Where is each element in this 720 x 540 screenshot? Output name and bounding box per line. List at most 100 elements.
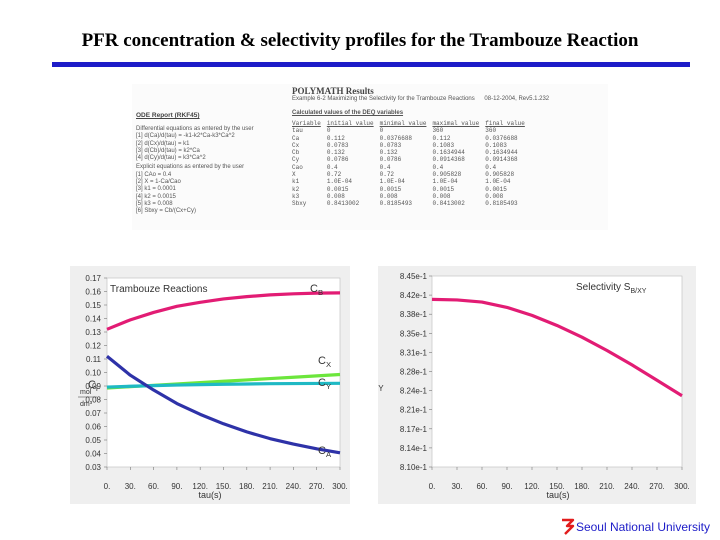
equation-list: Differential equations as entered by the…: [136, 124, 286, 216]
table-cell: 0.72: [379, 171, 395, 179]
diff-eq: [3] d(Cb)/d(tau) = k2*Ca: [136, 147, 200, 154]
x-tick-label: 300.: [332, 482, 348, 491]
y-tick-label: 0.13: [85, 328, 101, 337]
y-tick-label: 0.15: [85, 301, 101, 310]
explicit-eq: [2] X = 1-Ca/Cao: [136, 179, 181, 186]
explicit-eq: [5] k3 = 0.008: [136, 200, 173, 207]
report-meta: 08-12-2004, Rev5.1.232: [484, 96, 550, 102]
table-row: Cb 0.132 0.132 0.1634944 0.1634944: [292, 149, 531, 156]
table-cell: Ca: [292, 134, 300, 142]
y-tick-label: 0.04: [85, 450, 101, 459]
plot-area: [106, 277, 341, 468]
x-tick-label: 180.: [239, 482, 255, 491]
table-cell: 0.008: [379, 192, 398, 200]
x-tick-label: 0.: [104, 482, 111, 491]
chart-title: Trambouze Reactions: [110, 284, 207, 295]
table-cell: 0.8185493: [379, 200, 413, 208]
selectivity-chart: 8.10e-1 8.14e-1 8.17e-1 8.21e-1 8.24e-1 8.28e…: [378, 266, 696, 504]
y-axis-unit-den: dm³: [80, 401, 93, 408]
table-cell: 360: [432, 127, 444, 135]
x-tick-label: 210.: [599, 482, 615, 491]
y-tick-label: 8.31e-1: [400, 348, 428, 357]
y-tick-label: 0.08: [85, 396, 101, 405]
table-cell: Cx: [292, 141, 300, 149]
table-cell: 0.0376688: [379, 134, 413, 142]
report-header: POLYMATH Results: [292, 86, 374, 96]
y-tick-label: 8.21e-1: [400, 406, 428, 415]
table-cell: 0.0786: [379, 156, 402, 164]
table-row: Sbxy 0.8413002 0.8185493 0.8413002 0.8185493: [292, 200, 531, 207]
table-cell: 0.4: [379, 163, 391, 171]
table-cell: 0.0015: [432, 185, 455, 193]
y-tick-label: 8.45e-1: [400, 272, 428, 281]
y-tick-label: 0.17: [85, 274, 101, 283]
explicit-eq-title: Explicit equations as entered by the use…: [136, 164, 245, 171]
x-tick-label: 210.: [262, 482, 278, 491]
x-axis-label: tau(s): [546, 490, 569, 500]
table-cell: 0.0015: [485, 185, 507, 193]
table-cell: 0.8413002: [432, 200, 465, 208]
table-cell: 0.8185493: [485, 200, 518, 208]
table-row: k1 1.0E-04 1.0E-04 1.0E-04 1.0E-04: [292, 178, 531, 185]
explicit-eq: [6] Sbxy = Cb/(Cx+Cy): [136, 208, 197, 215]
explicit-eq: [1] CAo = 0.4: [136, 171, 172, 178]
university-logo-icon: [562, 518, 575, 535]
table-cell: 0.0783: [326, 141, 349, 149]
x-tick-label: 60.: [476, 482, 487, 491]
table-cell: 1.0E-04: [485, 178, 511, 186]
title-rule: [52, 62, 690, 67]
selectivity-plot: 8.10e-1 8.14e-1 8.17e-1 8.21e-1 8.24e-1 8.28e…: [378, 272, 690, 500]
report-example: Example 6-2 Maximizing the Selectivity f…: [292, 96, 549, 102]
x-tick-label: 240.: [624, 482, 640, 491]
y-tick-label: 8.10e-1: [400, 463, 428, 472]
x-tick-label: 270.: [649, 482, 665, 491]
table-cell: 360: [485, 127, 497, 135]
table-cell: 0.1083: [432, 141, 455, 149]
y-tick-label: 0.11: [86, 355, 102, 364]
y-tick-label: 0.06: [85, 423, 101, 432]
table-cell: 0.4: [432, 163, 444, 171]
table-row: X 0.72 0.72 0.905828 0.905828: [292, 171, 531, 178]
explicit-eq: [4] k2 = 0.0015: [136, 193, 176, 200]
table-cell: 0.4: [485, 163, 497, 171]
x-tick-label: 270.: [309, 482, 325, 491]
x-tick-label: 90.: [171, 482, 182, 491]
x-tick-label: 180.: [574, 482, 590, 491]
table-row: tau 0 0 360 360: [292, 127, 531, 134]
y-tick-label: 8.35e-1: [400, 329, 428, 338]
table-cell: 0.112: [432, 134, 451, 142]
table-header-cell: Variable: [292, 120, 321, 127]
series-line-selectivity: [431, 297, 683, 398]
y-tick-label: 8.14e-1: [400, 444, 428, 453]
table-cell: Cao: [292, 163, 303, 171]
ode-report-title: ODE Report (RKF45): [136, 112, 200, 119]
diff-eq-title: Differential equations as entered by the…: [136, 126, 254, 132]
y-tick-label: 0.10: [85, 369, 101, 378]
y-axis-unit-num: mol: [80, 389, 92, 396]
table-cell: 0: [379, 127, 384, 135]
y-tick-label: 0.05: [85, 436, 101, 445]
table-header-cell: final value: [485, 120, 525, 127]
explicit-eq: [3] k1 = 0.0001: [136, 186, 176, 193]
table-cell: 0.132: [326, 149, 345, 157]
y-axis-label: SB/XY: [378, 379, 384, 393]
table-cell: Sbxy: [292, 200, 307, 208]
deq-variables-table: Variable initial value minimal value maxima…: [292, 120, 531, 208]
table-cell: 0.0783: [379, 141, 402, 149]
table-cell: 0.1083: [485, 141, 507, 149]
table-cell: 0.0914368: [485, 156, 518, 164]
series-label-x: CX: [318, 355, 331, 369]
table-row: Ca 0.112 0.0376688 0.112 0.0376688: [292, 135, 531, 142]
table-cell: tau: [292, 127, 303, 135]
y-tick-label: 0.14: [85, 315, 101, 324]
table-cell: 0.1634944: [432, 149, 465, 157]
series-label-y: CY: [318, 377, 331, 391]
y-tick-label: 0.07: [85, 409, 101, 418]
footer-affiliation: Seoul National University: [575, 520, 710, 534]
series-label-a: CA: [318, 445, 332, 459]
table-cell: 0.008: [485, 192, 504, 200]
x-tick-label: 30.: [451, 482, 462, 491]
table-cell: 1.0E-04: [379, 178, 405, 186]
table-cell: Cb: [292, 149, 300, 157]
x-axis-label: tau(s): [198, 490, 221, 500]
